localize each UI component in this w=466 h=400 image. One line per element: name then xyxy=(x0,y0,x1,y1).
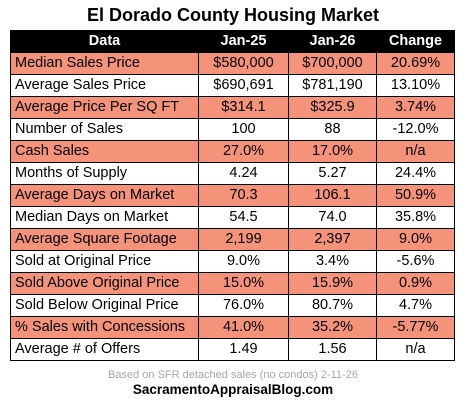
row-label: Average Price Per SQ FT xyxy=(10,96,199,119)
housing-market-table: Data Jan-25 Jan-26 Change Median Sales P… xyxy=(10,30,455,361)
row-label: Sold Above Original Price xyxy=(10,272,199,295)
jan-26-value: 80.7% xyxy=(288,294,377,317)
jan-26-value: 1.56 xyxy=(288,338,377,361)
table-row: Sold at Original Price 9.0% 3.4% -5.6% xyxy=(10,250,455,273)
jan-25-value: 27.0% xyxy=(198,140,289,163)
jan-26-value: 17.0% xyxy=(288,140,377,163)
table-body: Median Sales Price $580,000 $700,000 20.69%… xyxy=(10,52,455,361)
table-row: Number of Sales 100 88 -12.0% xyxy=(10,118,455,141)
change-value: 20.69% xyxy=(376,52,455,75)
change-value: -5.6% xyxy=(376,250,455,273)
row-label: Sold at Original Price xyxy=(10,250,199,273)
table-header-row: Data Jan-25 Jan-26 Change xyxy=(10,30,455,53)
table-row: Average Sales Price $690,691 $781,190 13.10… xyxy=(10,74,455,97)
jan-25-value: 2,199 xyxy=(198,228,289,251)
jan-26-value: 35.2% xyxy=(288,316,377,339)
jan-25-value: 70.3 xyxy=(198,184,289,207)
row-label: Average Sales Price xyxy=(10,74,199,97)
jan-26-value: $325.9 xyxy=(288,96,377,119)
table-row: Average Price Per SQ FT $314.1 $325.9 3.74% xyxy=(10,96,455,119)
table-row: % Sales with Concessions 41.0% 35.2% -5.77% xyxy=(10,316,455,339)
footnote: Based on SFR detached sales (no condos) … xyxy=(108,369,358,381)
row-label: Months of Supply xyxy=(10,162,199,185)
table-row: Average Square Footage 2,199 2,397 9.0% xyxy=(10,228,455,251)
jan-26-value: 2,397 xyxy=(288,228,377,251)
table-row: Cash Sales 27.0% 17.0% n/a xyxy=(10,140,455,163)
table-row: Average Days on Market 70.3 106.1 50.9% xyxy=(10,184,455,207)
jan-25-value: 15.0% xyxy=(198,272,289,295)
jan-25-value: 41.0% xyxy=(198,316,289,339)
jan-25-value: $580,000 xyxy=(198,52,289,75)
change-value: 4.7% xyxy=(376,294,455,317)
change-value: n/a xyxy=(376,338,455,361)
column-header-jan-25: Jan-25 xyxy=(198,30,289,53)
jan-26-value: 15.9% xyxy=(288,272,377,295)
row-label: Sold Below Original Price xyxy=(10,294,199,317)
jan-26-value: 3.4% xyxy=(288,250,377,273)
row-label: Number of Sales xyxy=(10,118,199,141)
table-row: Sold Below Original Price 76.0% 80.7% 4.7% xyxy=(10,294,455,317)
row-label: Median Days on Market xyxy=(10,206,199,229)
table-row: Median Days on Market 54.5 74.0 35.8% xyxy=(10,206,455,229)
change-value: -5.77% xyxy=(376,316,455,339)
change-value: 0.9% xyxy=(376,272,455,295)
change-value: 9.0% xyxy=(376,228,455,251)
row-label: % Sales with Concessions xyxy=(10,316,199,339)
jan-25-value: 9.0% xyxy=(198,250,289,273)
jan-25-value: 54.5 xyxy=(198,206,289,229)
row-label: Median Sales Price xyxy=(10,52,199,75)
jan-25-value: $314.1 xyxy=(198,96,289,119)
column-header-data: Data xyxy=(10,30,199,53)
jan-25-value: 100 xyxy=(198,118,289,141)
jan-25-value: $690,691 xyxy=(198,74,289,97)
row-label: Average # of Offers xyxy=(10,338,199,361)
change-value: 3.74% xyxy=(376,96,455,119)
change-value: -12.0% xyxy=(376,118,455,141)
jan-25-value: 76.0% xyxy=(198,294,289,317)
row-label: Cash Sales xyxy=(10,140,199,163)
table-row: Average # of Offers 1.49 1.56 n/a xyxy=(10,338,455,361)
column-header-jan-26: Jan-26 xyxy=(288,30,377,53)
row-label: Average Square Footage xyxy=(10,228,199,251)
table-row: Months of Supply 4.24 5.27 24.4% xyxy=(10,162,455,185)
jan-26-value: 88 xyxy=(288,118,377,141)
jan-26-value: $781,190 xyxy=(288,74,377,97)
column-header-change: Change xyxy=(376,30,455,53)
jan-26-value: 5.27 xyxy=(288,162,377,185)
change-value: 13.10% xyxy=(376,74,455,97)
change-value: 50.9% xyxy=(376,184,455,207)
jan-26-value: 106.1 xyxy=(288,184,377,207)
change-value: n/a xyxy=(376,140,455,163)
jan-26-value: $700,000 xyxy=(288,52,377,75)
page-title: El Dorado County Housing Market xyxy=(86,5,380,25)
table-row: Median Sales Price $580,000 $700,000 20.69% xyxy=(10,52,455,75)
change-value: 35.8% xyxy=(376,206,455,229)
row-label: Average Days on Market xyxy=(10,184,199,207)
table-row: Sold Above Original Price 15.0% 15.9% 0.9% xyxy=(10,272,455,295)
jan-25-value: 4.24 xyxy=(198,162,289,185)
site-name: SacramentoAppraisalBlog.com xyxy=(132,382,334,397)
jan-26-value: 74.0 xyxy=(288,206,377,229)
jan-25-value: 1.49 xyxy=(198,338,289,361)
change-value: 24.4% xyxy=(376,162,455,185)
